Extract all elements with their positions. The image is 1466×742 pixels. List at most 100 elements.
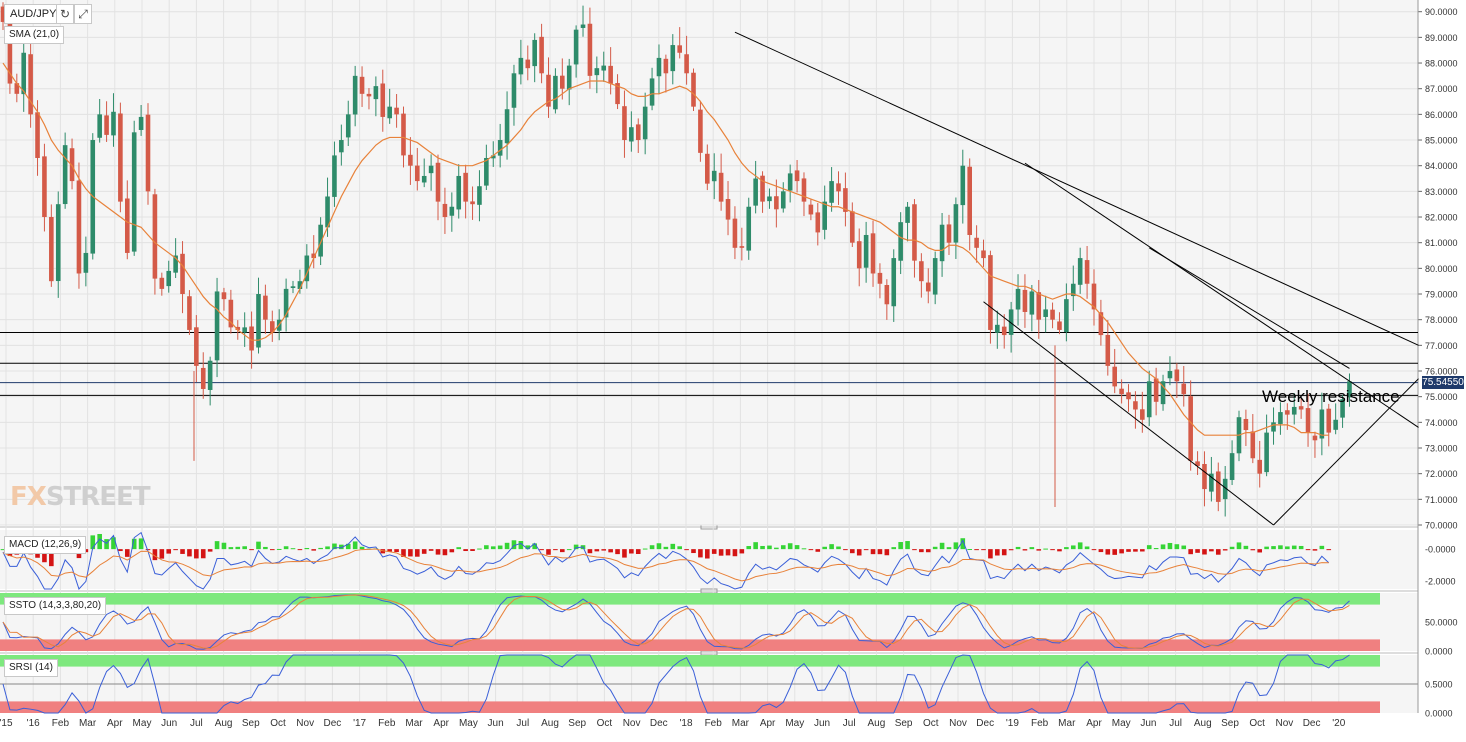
macd-histogram-bar	[1008, 549, 1014, 551]
candle	[187, 290, 192, 335]
candle-body	[856, 241, 862, 269]
candle	[780, 182, 786, 213]
candle-body	[884, 284, 890, 305]
candle-body	[684, 54, 689, 74]
y-tick-label: 76.0000	[1425, 367, 1458, 377]
candle	[725, 181, 731, 236]
ssto-label[interactable]: SSTO (14,3,3,80,20)	[4, 597, 107, 615]
macd-histogram-bar	[898, 542, 903, 550]
macd-histogram-bar	[553, 549, 558, 551]
candle-body	[42, 156, 47, 218]
candle-body	[228, 299, 234, 328]
symbol-label[interactable]: AUD/JPY	[4, 4, 63, 24]
candle-body	[421, 175, 427, 183]
candle	[546, 57, 551, 118]
candle-body	[870, 233, 876, 274]
candle-body	[1264, 432, 1269, 473]
macd-histogram-bar	[263, 546, 268, 550]
macd-histogram-bar	[145, 549, 151, 551]
candle-body	[939, 224, 945, 262]
candle	[428, 154, 434, 191]
candle-body	[753, 178, 758, 206]
candle	[345, 100, 351, 147]
y-axis-bg	[1418, 0, 1466, 737]
candle	[484, 144, 489, 190]
srsi-label[interactable]: SRSI (14)	[4, 659, 58, 677]
candle-body	[269, 321, 275, 333]
candle-body	[1133, 401, 1138, 410]
sma-label[interactable]: SMA (21,0)	[4, 26, 65, 44]
candle-body	[1008, 309, 1014, 335]
y-tick-label: 90.0000	[1425, 7, 1458, 17]
refresh-icon[interactable]: ↻	[56, 4, 74, 24]
expand-icon[interactable]: ⤢	[74, 4, 92, 24]
candle-body	[1347, 381, 1352, 398]
x-tick-label: Oct	[597, 718, 613, 729]
candle-body	[1333, 419, 1338, 430]
y-tick-label: 71.0000	[1425, 495, 1458, 505]
candle	[408, 137, 413, 185]
candle	[753, 160, 758, 214]
macd-histogram-bar	[684, 549, 689, 551]
candle-body	[898, 222, 903, 261]
macd-histogram-bar	[953, 542, 959, 550]
candle-body	[995, 324, 1000, 333]
ssto-y-tick-label: 50.0000	[1425, 618, 1458, 628]
macd-signal-line	[2, 548, 1329, 582]
candle	[269, 310, 275, 342]
candle-body	[366, 93, 372, 97]
candle-body	[1029, 291, 1035, 315]
x-tick-label: Sep	[242, 718, 260, 729]
x-tick-label: '19	[1006, 718, 1019, 729]
candle-body	[21, 52, 27, 95]
candle-body	[166, 270, 172, 287]
x-tick-label: Apr	[433, 718, 449, 729]
macd-histogram-bar	[235, 546, 241, 550]
y-tick-label: 85.0000	[1425, 136, 1458, 146]
macd-histogram-bar	[166, 549, 172, 554]
candle-body	[518, 57, 524, 75]
macd-histogram-bar	[822, 546, 827, 550]
candle	[891, 249, 897, 322]
candle	[642, 92, 648, 155]
macd-histogram-bar	[801, 548, 807, 550]
candle-body	[311, 253, 317, 259]
candle-body	[28, 54, 33, 115]
candle-body	[118, 113, 123, 202]
macd-histogram-bar	[228, 547, 234, 550]
candle	[55, 191, 61, 298]
macd-histogram-bar	[415, 549, 420, 557]
macd-histogram-bar	[1243, 545, 1249, 550]
candle-body	[1126, 392, 1131, 400]
macd-histogram-bar	[1222, 549, 1228, 551]
candle	[1091, 269, 1097, 326]
candle-body	[359, 76, 365, 94]
candle	[573, 25, 579, 78]
x-tick-label: Jul	[190, 718, 203, 729]
macd-histogram-bar	[746, 546, 752, 550]
candle	[263, 284, 268, 334]
macd-histogram-bar	[1174, 544, 1180, 550]
macd-histogram-bar	[1064, 547, 1069, 550]
candle-body	[1188, 396, 1193, 461]
macd-histogram-bar	[573, 544, 579, 550]
candle-body	[594, 68, 600, 76]
macd-histogram-bar	[960, 538, 966, 550]
candle-body	[850, 211, 855, 243]
candle-body	[1105, 334, 1111, 366]
macd-histogram-bar	[138, 538, 144, 550]
macd-histogram-bar	[1126, 549, 1131, 552]
macd-histogram-bar	[90, 535, 96, 550]
candle-body	[1250, 431, 1256, 459]
candle	[318, 217, 323, 266]
macd-label[interactable]: MACD (12,26,9)	[4, 536, 87, 554]
macd-histogram-bar	[1015, 546, 1021, 550]
macd-histogram-bar	[919, 549, 924, 553]
macd-histogram-bar	[401, 549, 406, 557]
candle-body	[988, 255, 993, 330]
candle-body	[1084, 260, 1090, 284]
candle-body	[698, 109, 703, 153]
candle-body	[159, 277, 165, 289]
candle-body	[794, 170, 800, 182]
y-tick-label: 80.0000	[1425, 264, 1458, 274]
